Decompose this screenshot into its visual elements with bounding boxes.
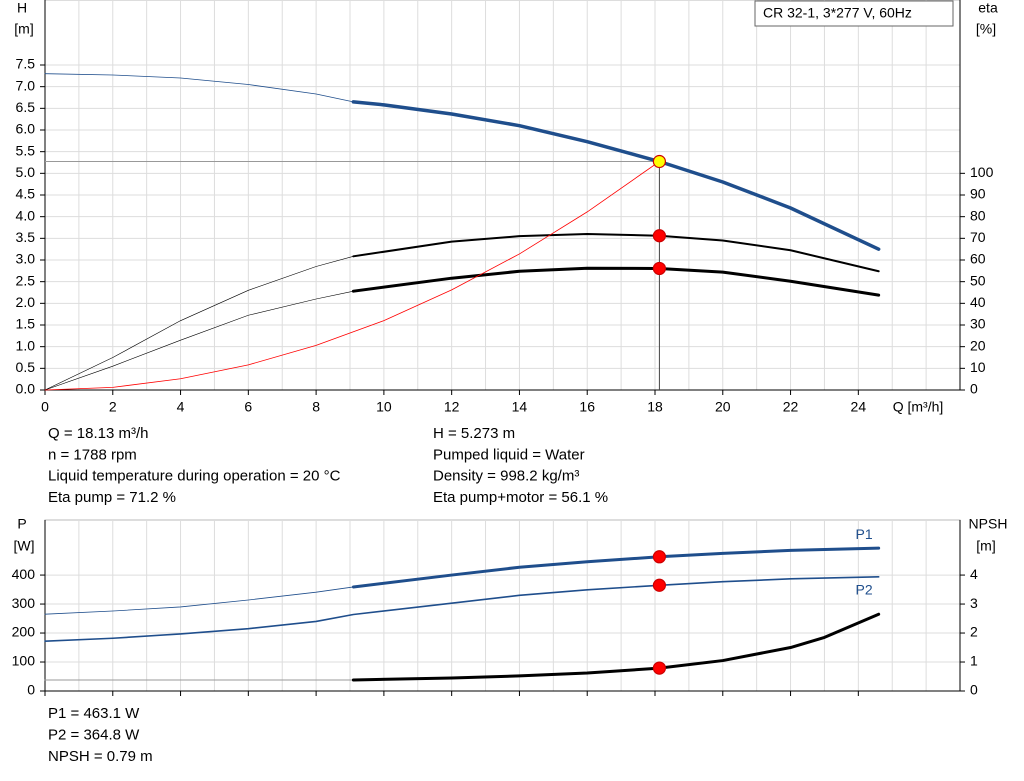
y-tick-label: 7.5: [16, 56, 36, 72]
y-tick-label: 6.0: [16, 121, 36, 137]
info-text: Eta pump+motor = 56.1 %: [433, 489, 608, 506]
x-tick-label: 12: [444, 399, 460, 415]
y2-axis-label: eta: [978, 0, 998, 16]
x-tick-label: 10: [376, 399, 392, 415]
curve: [351, 546, 881, 589]
y2-tick-label: 4: [970, 566, 978, 582]
y-tick-label: 200: [12, 624, 36, 640]
curve: [351, 100, 881, 251]
x-tick-label: 24: [851, 399, 867, 415]
y-tick-label: 0.0: [16, 381, 36, 397]
y-tick-label: 0: [27, 682, 35, 698]
info-text: P2 = 364.8 W: [48, 726, 140, 743]
curve: [44, 576, 880, 642]
legend-box: [754, 0, 954, 27]
y2-tick-label: 50: [970, 272, 986, 288]
curve: [44, 290, 354, 391]
y2-tick-label: 0: [970, 381, 978, 397]
operating-point: [652, 550, 667, 564]
y-axis-unit: [W]: [14, 538, 35, 554]
y2-tick-label: 1: [970, 653, 978, 669]
operating-point: [652, 261, 667, 276]
x-tick-label: 20: [715, 399, 731, 415]
y-axis-unit: [m]: [14, 21, 33, 37]
series-label: P1: [856, 526, 873, 542]
y2-tick-label: 30: [970, 316, 986, 332]
y2-tick-label: 90: [970, 186, 986, 202]
y-tick-label: 0.5: [16, 359, 36, 375]
x-axis-label: Q [m³/h]: [893, 399, 944, 415]
y-tick-label: 1.5: [16, 316, 36, 332]
y-tick-label: 2.5: [16, 272, 36, 288]
y2-tick-label: 100: [970, 164, 994, 180]
y-tick-label: 4.0: [16, 207, 36, 223]
x-tick-label: 6: [244, 399, 252, 415]
y2-tick-label: 70: [970, 229, 986, 245]
y-tick-label: 400: [12, 566, 36, 582]
y2-tick-label: 40: [970, 294, 986, 310]
y-axis-label: P: [17, 516, 26, 532]
x-tick-label: 14: [512, 399, 528, 415]
info-text: Q = 18.13 m³/h: [48, 425, 148, 442]
y-tick-label: 5.0: [16, 164, 36, 180]
y2-tick-label: 20: [970, 337, 986, 353]
plot-frame: [44, 519, 961, 692]
y2-tick-label: 0: [970, 682, 978, 698]
curve: [44, 256, 354, 391]
info-text: Pumped liquid = Water: [433, 446, 585, 463]
series-label: P2: [856, 582, 873, 598]
y2-tick-label: 60: [970, 251, 986, 267]
x-tick-label: 4: [177, 399, 185, 415]
y2-tick-label: 10: [970, 359, 986, 375]
y-tick-label: 300: [12, 595, 36, 611]
x-tick-label: 16: [579, 399, 595, 415]
x-tick-label: 22: [783, 399, 799, 415]
y2-axis-label: NPSH: [969, 516, 1008, 532]
x-tick-label: 2: [109, 399, 117, 415]
y-tick-label: 7.0: [16, 77, 36, 93]
y-tick-label: 2.0: [16, 294, 36, 310]
operating-point: [652, 154, 667, 169]
y-tick-label: 4.5: [16, 186, 36, 202]
curve: [44, 586, 354, 615]
y-tick-label: 100: [12, 653, 36, 669]
info-text: P1 = 463.1 W: [48, 705, 140, 722]
info-text: Eta pump = 71.2 %: [48, 489, 176, 506]
curve: [351, 266, 881, 297]
info-text: Liquid temperature during operation = 20…: [48, 468, 341, 485]
operating-point: [652, 661, 667, 675]
info-text: NPSH = 0.79 m: [48, 748, 153, 765]
curve: [352, 233, 880, 273]
curve: [44, 73, 354, 103]
x-tick-label: 8: [312, 399, 320, 415]
x-tick-label: 0: [41, 399, 49, 415]
y2-tick-label: 80: [970, 207, 986, 223]
info-text: Density = 998.2 kg/m³: [433, 468, 579, 485]
y-tick-label: 6.5: [16, 99, 36, 115]
curve: [44, 161, 660, 391]
info-text: n = 1788 rpm: [48, 446, 137, 463]
y-axis-label: H: [17, 0, 27, 16]
y-tick-label: 1.0: [16, 337, 36, 353]
operating-point: [652, 229, 667, 243]
operating-point: [652, 578, 667, 592]
y2-tick-label: 3: [970, 595, 978, 611]
y-tick-label: 5.5: [16, 142, 36, 158]
y2-tick-label: 2: [970, 624, 978, 640]
y2-axis-unit: [m]: [976, 538, 995, 554]
legend-text: CR 32-1, 3*277 V, 60Hz: [763, 5, 912, 21]
info-text: H = 5.273 m: [433, 425, 515, 442]
y-tick-label: 3.5: [16, 229, 36, 245]
y-tick-label: 3.0: [16, 251, 36, 267]
x-tick-label: 18: [647, 399, 663, 415]
y2-axis-unit: [%]: [976, 21, 996, 37]
